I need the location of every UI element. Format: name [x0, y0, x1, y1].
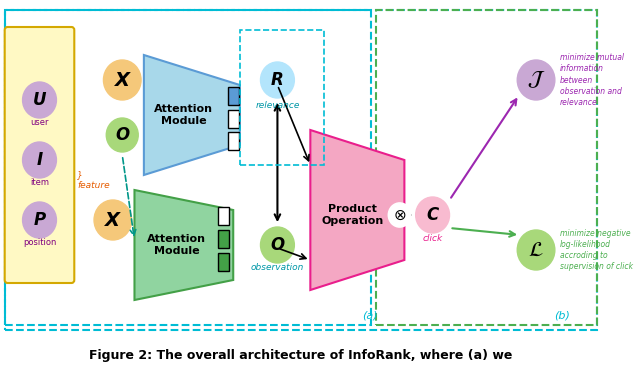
Text: Attention
Module: Attention Module: [147, 234, 206, 256]
Circle shape: [517, 60, 555, 100]
Text: user: user: [30, 117, 49, 126]
Text: (b): (b): [554, 310, 570, 320]
Text: C: C: [426, 206, 439, 224]
Circle shape: [388, 203, 411, 227]
Text: (a): (a): [362, 310, 378, 320]
Text: }
feature: } feature: [77, 170, 109, 190]
Text: click: click: [422, 233, 443, 242]
Text: relevance: relevance: [255, 101, 300, 110]
Circle shape: [22, 82, 56, 118]
Circle shape: [106, 118, 138, 152]
Circle shape: [260, 62, 294, 98]
Text: O: O: [270, 236, 285, 254]
Circle shape: [104, 60, 141, 100]
FancyBboxPatch shape: [218, 230, 230, 248]
Text: minimize mutual
information
between
observation and
relevance: minimize mutual information between obse…: [559, 53, 623, 107]
Text: item: item: [30, 178, 49, 187]
Text: Attention
Module: Attention Module: [154, 104, 213, 126]
Circle shape: [517, 230, 555, 270]
Polygon shape: [134, 190, 233, 300]
Text: ⊗: ⊗: [394, 208, 406, 223]
Text: R: R: [271, 71, 284, 89]
Text: Product
Operation: Product Operation: [321, 204, 384, 226]
FancyBboxPatch shape: [218, 253, 230, 271]
FancyBboxPatch shape: [228, 110, 239, 128]
Text: Figure 2: The overall architecture of InfoRank, where (a) we: Figure 2: The overall architecture of In…: [89, 349, 513, 362]
Circle shape: [22, 202, 56, 238]
Text: O: O: [115, 126, 129, 144]
Text: X: X: [115, 71, 130, 89]
Polygon shape: [310, 130, 404, 290]
Circle shape: [415, 197, 449, 233]
Text: minimize negative
log-likelihood
accroding to
supervision of click: minimize negative log-likelihood accrodi…: [559, 229, 632, 271]
Text: $\mathcal{L}$: $\mathcal{L}$: [528, 240, 544, 260]
Text: I: I: [36, 151, 43, 169]
Circle shape: [22, 142, 56, 178]
FancyBboxPatch shape: [228, 87, 239, 105]
Text: U: U: [33, 91, 46, 109]
FancyBboxPatch shape: [4, 27, 74, 283]
Circle shape: [94, 200, 132, 240]
Text: position: position: [23, 237, 56, 246]
Text: $\mathcal{J}$: $\mathcal{J}$: [527, 70, 545, 91]
Text: X: X: [106, 211, 120, 230]
Text: observation: observation: [251, 264, 304, 273]
Polygon shape: [144, 55, 240, 175]
Text: P: P: [33, 211, 45, 229]
FancyBboxPatch shape: [218, 207, 230, 225]
FancyBboxPatch shape: [228, 132, 239, 150]
Circle shape: [260, 227, 294, 263]
